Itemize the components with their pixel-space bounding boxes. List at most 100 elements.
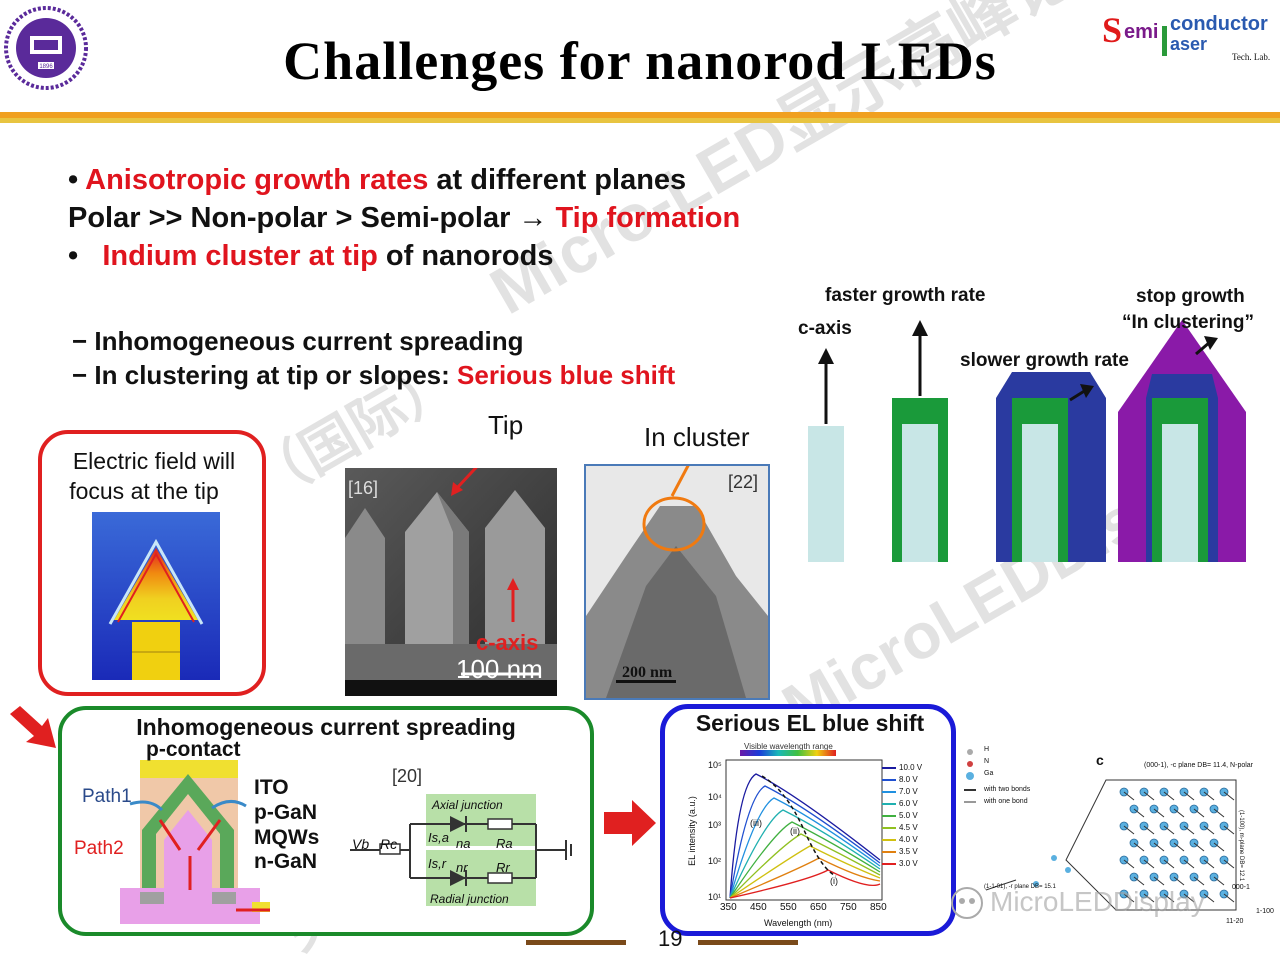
footer-bar-left bbox=[526, 940, 626, 945]
lattice-bond bbox=[1213, 808, 1225, 818]
lattice-bond bbox=[1123, 893, 1135, 903]
vb-label: Vb bbox=[352, 836, 370, 852]
el-legend-swatch bbox=[882, 790, 896, 793]
header-bar-yellow bbox=[0, 118, 1280, 123]
pointer-arrow bbox=[8, 704, 60, 750]
right-arrow bbox=[604, 800, 656, 846]
logo-conductor: conductor bbox=[1170, 13, 1268, 35]
lattice-bond bbox=[1173, 808, 1185, 818]
watermark-badge: MicroLEDDisplay bbox=[950, 884, 1250, 924]
el-ytick-2: 10³ bbox=[708, 820, 722, 830]
lattice-bond bbox=[1173, 876, 1185, 886]
p-contact-label: p-contact bbox=[146, 738, 241, 761]
logo-aser: aser bbox=[1170, 34, 1207, 54]
efield-text-1: Electric field will bbox=[72, 448, 236, 474]
layer-ngan: n-GaN bbox=[254, 850, 317, 873]
el-legend-item: 6.0 V bbox=[882, 798, 938, 810]
subpoint-2-red: Serious blue shift bbox=[457, 360, 676, 390]
subpoint-1-text: Inhomogeneous current spreading bbox=[94, 326, 524, 356]
el-spectrum-chart bbox=[686, 750, 938, 924]
el-legend-label: 7.0 V bbox=[899, 787, 918, 796]
el-series-line bbox=[729, 797, 881, 899]
stop-growth-label: stop growth bbox=[1136, 286, 1245, 307]
lattice-bond bbox=[1223, 825, 1235, 835]
path2-label: Path2 bbox=[74, 838, 124, 859]
bullet-2-red: Tip formation bbox=[555, 202, 741, 234]
crystal-legend-n: N bbox=[984, 758, 990, 765]
el-legend-label: 4.0 V bbox=[899, 835, 918, 844]
bullet-1-red: Anisotropic growth rates bbox=[85, 164, 429, 196]
el-legend-swatch bbox=[882, 826, 896, 829]
lattice-bond bbox=[1193, 808, 1205, 818]
lattice-bond bbox=[1183, 791, 1195, 801]
sem-image bbox=[345, 456, 557, 696]
el-legend-item: 3.5 V bbox=[882, 846, 938, 858]
in-clustering-label: “In clustering” bbox=[1122, 312, 1254, 333]
el-marker-i: (i) bbox=[830, 876, 838, 886]
tem-scale: 200 nm bbox=[622, 664, 673, 681]
el-xlabel: Wavelength (nm) bbox=[764, 918, 833, 928]
el-legend-swatch bbox=[882, 802, 896, 805]
layer-mqws: MQWs bbox=[254, 826, 320, 849]
lattice-bond bbox=[1173, 842, 1185, 852]
bullet-1-black: at different planes bbox=[428, 164, 687, 196]
lattice-bond bbox=[1133, 808, 1145, 818]
rc-label: Rc bbox=[380, 836, 398, 852]
lattice-bond bbox=[1183, 893, 1195, 903]
el-series-line bbox=[729, 869, 881, 899]
el-legend-item: 8.0 V bbox=[882, 774, 938, 786]
sem-tip-label: Tip bbox=[488, 410, 524, 440]
el-series-line bbox=[729, 785, 881, 899]
lattice-bond bbox=[1203, 825, 1215, 835]
lattice-bond bbox=[1193, 876, 1205, 886]
el-legend-item: 4.5 V bbox=[882, 822, 938, 834]
sem-scale: 100 nm bbox=[456, 654, 543, 684]
lab-logo: S emi conductor aser Tech. Lab. bbox=[1100, 8, 1278, 68]
el-ytick-4: 10⁵ bbox=[708, 760, 722, 770]
crystal-legend-one: with one bond bbox=[984, 798, 1028, 805]
el-xtick-2: 550 bbox=[780, 902, 797, 913]
el-series-line bbox=[729, 821, 881, 899]
el-legend-item: 5.0 V bbox=[882, 810, 938, 822]
el-series-line bbox=[729, 833, 881, 899]
efield-text-2: focus at the tip bbox=[69, 478, 219, 504]
lattice-bond bbox=[1213, 876, 1225, 886]
sem-caxis-label: c-axis bbox=[476, 630, 539, 655]
el-marker-iii: (iii) bbox=[750, 818, 762, 828]
lattice-bond bbox=[1213, 842, 1225, 852]
el-legend-item: 7.0 V bbox=[882, 786, 938, 798]
el-legend-swatch bbox=[882, 850, 896, 853]
rr-label: Rr bbox=[496, 860, 510, 875]
efield-simulation-image bbox=[92, 512, 220, 680]
lattice-bond bbox=[1183, 859, 1195, 869]
axial-junction-label: Axial junction bbox=[432, 798, 503, 812]
lattice-bond bbox=[1143, 893, 1155, 903]
logo-sub: Tech. Lab. bbox=[1232, 52, 1270, 62]
crystal-legend-ga: Ga bbox=[984, 770, 994, 777]
lattice-bond bbox=[1183, 825, 1195, 835]
lattice-bond bbox=[1143, 791, 1155, 801]
footer-bar-right bbox=[698, 940, 798, 945]
el-xtick-0: 350 bbox=[720, 902, 737, 913]
el-xtick-4: 750 bbox=[840, 902, 857, 913]
el-legend-label: 3.0 V bbox=[899, 859, 918, 868]
crystal-axis-3: 11-20 bbox=[1226, 918, 1244, 925]
el-legend-label: 6.0 V bbox=[899, 799, 918, 808]
tem-ref: [22] bbox=[728, 472, 759, 492]
subpoint-marker: − bbox=[72, 326, 88, 356]
el-ytick-3: 10⁴ bbox=[708, 792, 722, 802]
el-legend-label: 10.0 V bbox=[899, 763, 923, 772]
bullet-1: • Anisotropic growth rates at different … bbox=[68, 164, 686, 197]
university-seal: 1896 bbox=[4, 6, 88, 90]
radial-junction-label: Radial junction bbox=[430, 892, 509, 906]
el-legend-swatch bbox=[882, 838, 896, 841]
lattice-bond bbox=[1133, 876, 1145, 886]
el-legend-label: 3.5 V bbox=[899, 847, 918, 856]
ra-label: Ra bbox=[496, 836, 513, 851]
el-series-line bbox=[729, 857, 881, 899]
subpoint-1: − Inhomogeneous current spreading bbox=[72, 326, 523, 357]
el-legend-swatch bbox=[882, 862, 896, 865]
bullet-3: • Indium cluster at tip of nanorods bbox=[68, 240, 553, 273]
circuit-diagram bbox=[340, 794, 580, 912]
crystal-legend-h: H bbox=[984, 746, 990, 753]
